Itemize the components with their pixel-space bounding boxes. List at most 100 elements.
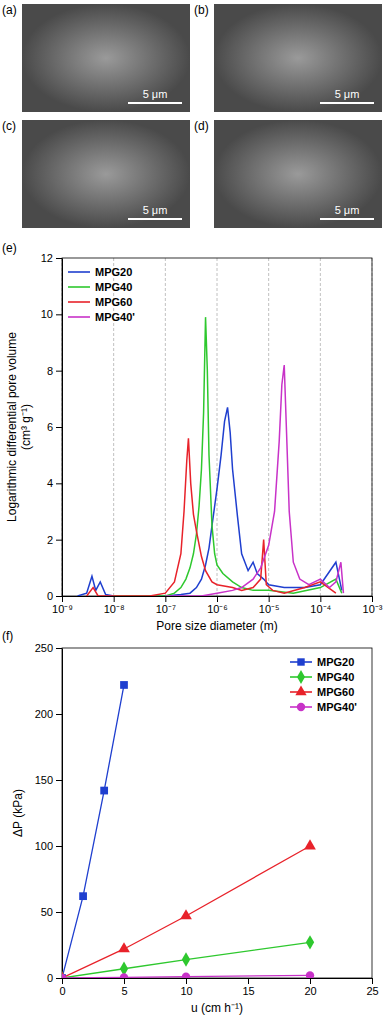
tick-mark [186, 978, 187, 984]
legend-label: MPG60 [95, 296, 132, 308]
y-axis-title: Logarithmic differential pore volume [5, 332, 19, 522]
tick-mark [124, 978, 125, 984]
marker [182, 952, 190, 966]
legend: MPG20MPG40MPG60MPG40' [68, 266, 135, 323]
grid-line [217, 258, 218, 596]
axis-line [63, 978, 373, 979]
x-axis-title: Pore size diameter (m) [156, 619, 277, 633]
tick-mark [248, 978, 249, 984]
tick-label: 50 [41, 906, 53, 918]
tick-label: 25 [366, 985, 378, 997]
tick: 10 [41, 308, 62, 320]
tick-label: 0 [47, 972, 53, 984]
tick-label: 4 [47, 477, 53, 489]
scale-bar [128, 218, 182, 220]
x-axis-title: u (cm h⁻¹) [191, 1001, 243, 1015]
marker [118, 942, 130, 952]
x-axis: 10⁻⁹10⁻⁸10⁻⁷10⁻⁶10⁻⁵10⁻⁴10⁻³ [52, 596, 383, 615]
scale-bar-label: 5 μm [143, 204, 168, 216]
series-line [62, 846, 310, 978]
tick: 25 [366, 978, 378, 997]
legend-label: MPG40 [317, 671, 354, 683]
marker [306, 935, 314, 949]
tick-label: 10⁻³ [363, 603, 383, 615]
legend-label: MPG60 [317, 686, 354, 698]
marker [306, 971, 314, 978]
legend-marker [297, 703, 305, 711]
tick-label: 250 [35, 642, 53, 654]
grid-line [165, 258, 166, 596]
scale-bar [320, 218, 374, 220]
marker [100, 787, 108, 795]
tick-mark [56, 912, 62, 913]
legend-marker [295, 685, 306, 695]
tick-mark [372, 978, 373, 984]
tick-label: 10⁻⁵ [259, 603, 280, 615]
sem-image [214, 120, 382, 228]
tick: 6 [47, 421, 62, 433]
tick-mark [165, 596, 166, 602]
tick-mark [56, 978, 62, 979]
tick-mark [56, 648, 62, 649]
scale-bar [320, 102, 374, 104]
panel-label: (f) [2, 629, 13, 643]
panel-label: (b) [194, 3, 209, 17]
plot-area [62, 681, 316, 978]
panel-label: (e) [2, 241, 17, 255]
tick: 10⁻⁷ [156, 596, 176, 615]
tick-mark [56, 427, 62, 428]
plot-frame [62, 648, 372, 978]
tick-label: 5 [121, 985, 127, 997]
tick-mark [114, 596, 115, 602]
tick-label: 10 [41, 308, 53, 320]
chart: (e)10⁻⁹10⁻⁸10⁻⁷10⁻⁶10⁻⁵10⁻⁴10⁻³024681012… [2, 241, 383, 633]
plot-frame [62, 258, 372, 596]
tick-mark [56, 258, 62, 259]
panel-label: (a) [2, 3, 17, 17]
tick: 0 [47, 590, 62, 602]
image-panel: (d)5 μm [194, 119, 382, 228]
tick-label: 200 [35, 708, 53, 720]
image-panel: (a) 5 μm [2, 3, 190, 112]
legend-label: MPG40' [317, 701, 357, 713]
tick: 0 [47, 972, 62, 984]
tick-mark [56, 483, 62, 484]
tick: 4 [47, 477, 62, 489]
legend-swatch [68, 271, 90, 273]
marker [62, 974, 66, 978]
marker [62, 971, 68, 978]
tick: 10⁻⁵ [259, 596, 280, 615]
figure: (a)5 μm(b)5 μm(c)5 μm(d)5 μm(e)10⁻⁹10⁻⁸1… [0, 0, 384, 1023]
sem-image [22, 120, 190, 228]
tick: 12 [41, 252, 62, 264]
legend-swatch [68, 301, 90, 303]
tick-label: 20 [304, 985, 316, 997]
tick-label: 2 [47, 534, 53, 546]
legend-marker [297, 658, 304, 665]
tick-label: 10 [180, 985, 192, 997]
legend-label: MPG20 [95, 266, 132, 278]
tick-label: 10⁻⁷ [156, 603, 176, 615]
tick: 100 [35, 840, 62, 852]
tick-label: 0 [59, 985, 65, 997]
tick: 2 [47, 534, 62, 546]
marker [62, 971, 66, 978]
scale-bar-label: 5 μm [143, 88, 168, 100]
tick-mark [56, 596, 62, 597]
y-axis-title: ΔP (kPa) [11, 789, 25, 837]
tick-mark [56, 540, 62, 541]
series-line [87, 438, 336, 596]
tick: 150 [35, 774, 62, 786]
tick: 15 [242, 978, 254, 997]
scale-bar [128, 102, 182, 104]
tick: 250 [35, 642, 62, 654]
tick-mark [56, 846, 62, 847]
legend-label: MPG40 [95, 281, 132, 293]
tick-mark [310, 978, 311, 984]
marker [180, 909, 192, 919]
tick-label: 8 [47, 365, 53, 377]
tick-mark [56, 780, 62, 781]
tick-mark [56, 371, 62, 372]
tick-mark [56, 714, 62, 715]
tick: 10⁻⁴ [310, 596, 331, 615]
